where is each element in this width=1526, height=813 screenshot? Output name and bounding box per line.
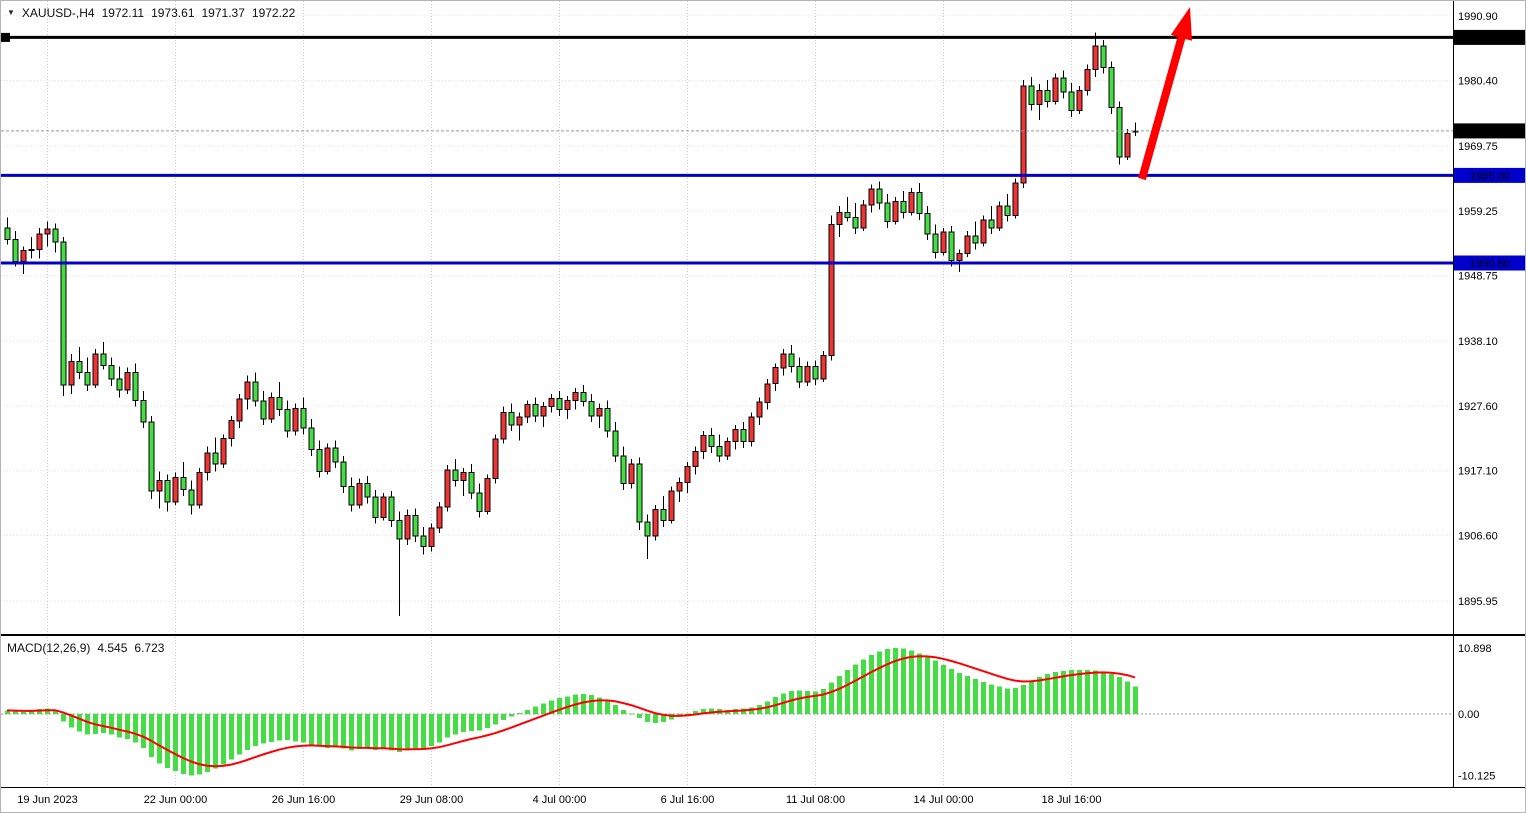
chart-collapse-icon[interactable]: ▼ bbox=[7, 8, 15, 17]
price-badge-1987.40: 1987.40 bbox=[1454, 29, 1525, 45]
macd-scale-label: 10.898 bbox=[1458, 643, 1492, 655]
drawn-objects[interactable] bbox=[1, 32, 1453, 265]
price-scale-label: 1990.90 bbox=[1458, 11, 1498, 23]
macd-main-value: 4.545 bbox=[97, 641, 128, 655]
price-scale-label: 1959.25 bbox=[1458, 206, 1498, 218]
svg-text:1987.40: 1987.40 bbox=[1470, 32, 1510, 44]
price-axis[interactable]: 1990.90 1980.40 1969.75 1959.25 1948.75 1938.… bbox=[1454, 11, 1526, 783]
macd-name: MACD(12,26,9) bbox=[7, 641, 91, 655]
panel-frames bbox=[1, 1, 1526, 788]
price-scale-label: 1917.10 bbox=[1458, 466, 1498, 478]
price-scale-label: 1980.40 bbox=[1458, 76, 1498, 88]
svg-text:1972.22: 1972.22 bbox=[1470, 126, 1510, 138]
macd-scale-label: 0.00 bbox=[1458, 709, 1479, 721]
svg-text:1950.80: 1950.80 bbox=[1470, 258, 1510, 270]
time-scale-label: 4 Jul 00:00 bbox=[533, 794, 587, 806]
trend-arrow[interactable] bbox=[1138, 7, 1192, 181]
chart-grid bbox=[1, 1, 1453, 787]
price-badge-1950.80: 1950.80 bbox=[1454, 255, 1525, 271]
candle-series bbox=[4, 32, 1139, 617]
price-scale-label: 1927.60 bbox=[1458, 401, 1498, 413]
macd-panel bbox=[1, 648, 1453, 776]
current-price-badge: 1972.22 bbox=[1454, 123, 1525, 139]
line-endpoint-handle[interactable] bbox=[1, 32, 10, 42]
chart-title-bar: ▼ XAUUSD-,H4 1972.11 1973.61 1971.37 197… bbox=[7, 6, 295, 20]
macd-signal-value: 6.723 bbox=[134, 641, 165, 655]
price-badge-1965.00: 1965.00 bbox=[1454, 167, 1525, 183]
time-scale-label: 6 Jul 16:00 bbox=[661, 794, 715, 806]
ohlc-open-value: 1972.11 bbox=[101, 6, 145, 20]
price-scale-label: 1948.75 bbox=[1458, 271, 1498, 283]
time-scale-label: 14 Jul 00:00 bbox=[914, 794, 974, 806]
time-scale-label: 26 Jun 16:00 bbox=[272, 794, 336, 806]
macd-signal-line bbox=[6, 655, 1136, 768]
time-axis[interactable]: 19 Jun 2023 22 Jun 00:00 26 Jun 16:00 29 Ju… bbox=[17, 794, 1101, 806]
time-scale-label: 11 Jul 08:00 bbox=[786, 794, 845, 806]
svg-text:1965.00: 1965.00 bbox=[1470, 170, 1510, 182]
price-scale-label: 1969.75 bbox=[1458, 141, 1498, 153]
ohlc-high-value: 1973.61 bbox=[151, 6, 195, 20]
symbol-period-label: XAUUSD-,H4 bbox=[21, 6, 95, 20]
price-scale-label: 1895.95 bbox=[1458, 596, 1498, 608]
time-scale-label: 22 Jun 00:00 bbox=[144, 794, 208, 806]
price-scale-label: 1938.10 bbox=[1458, 336, 1498, 348]
price-scale-label: 1906.60 bbox=[1458, 530, 1498, 542]
macd-indicator-label: MACD(12,26,9) 4.545 6.723 bbox=[7, 641, 164, 655]
panel-splitter[interactable] bbox=[1, 634, 1526, 636]
time-scale-label: 19 Jun 2023 bbox=[17, 794, 78, 806]
time-scale-label: 18 Jul 16:00 bbox=[1042, 794, 1102, 806]
ohlc-close-value: 1972.22 bbox=[251, 6, 296, 20]
time-scale-label: 29 Jun 08:00 bbox=[400, 794, 464, 806]
macd-histogram bbox=[5, 648, 1138, 776]
ohlc-low-value: 1971.37 bbox=[201, 6, 245, 20]
macd-scale-label: -10.125 bbox=[1458, 770, 1495, 782]
